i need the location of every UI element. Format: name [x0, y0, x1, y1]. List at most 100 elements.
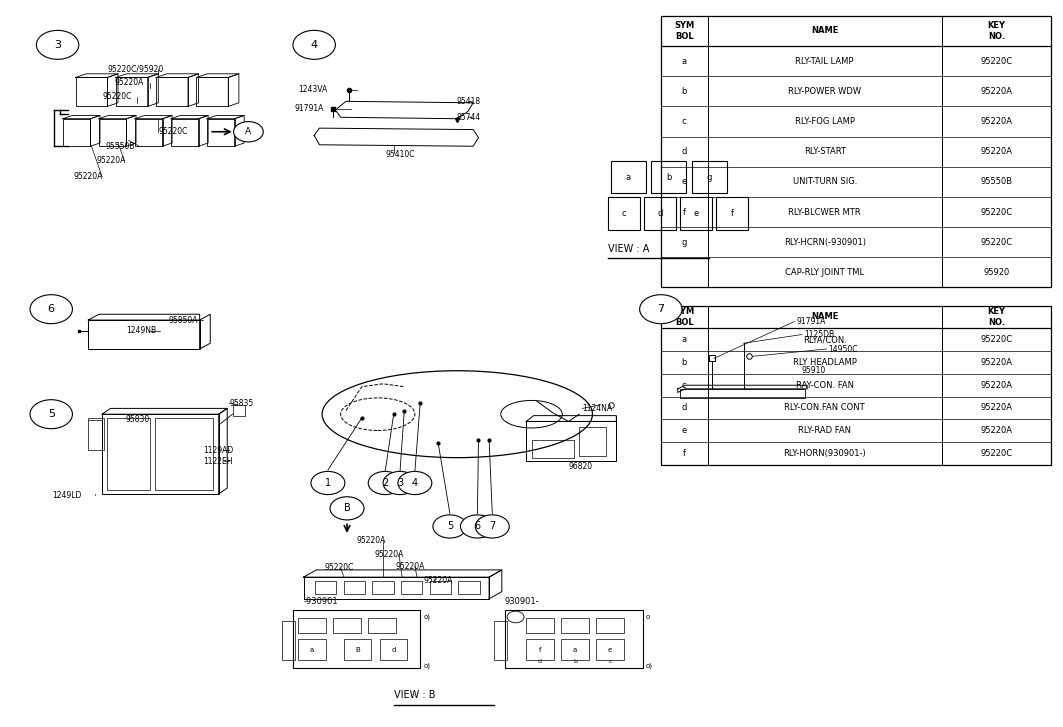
Bar: [526, 619, 554, 633]
Text: VIEW : B: VIEW : B: [393, 690, 435, 700]
Bar: [526, 422, 617, 461]
Text: 95220A: 95220A: [980, 147, 1012, 156]
Text: 2: 2: [382, 478, 388, 488]
Text: 7: 7: [657, 304, 664, 314]
Bar: [333, 619, 360, 633]
Text: 95220A: 95220A: [980, 117, 1012, 126]
Bar: [299, 619, 326, 633]
Text: f: f: [682, 449, 686, 458]
Text: 95220A: 95220A: [97, 156, 126, 165]
Text: B: B: [343, 503, 351, 513]
Text: 95910: 95910: [802, 366, 826, 375]
Circle shape: [368, 471, 402, 494]
Text: 95220A: 95220A: [356, 537, 386, 545]
Text: o): o): [423, 662, 431, 669]
Text: c: c: [682, 117, 687, 126]
Text: d: d: [391, 646, 395, 653]
Text: 95220A: 95220A: [115, 78, 145, 87]
Text: a: a: [681, 57, 687, 65]
Text: 95920: 95920: [983, 268, 1010, 277]
Text: RLY-TAIL LAMP: RLY-TAIL LAMP: [795, 57, 854, 65]
Text: e: e: [681, 426, 687, 435]
Text: RLY-RAD FAN: RLY-RAD FAN: [798, 426, 851, 435]
Text: 95220A: 95220A: [423, 577, 453, 585]
Bar: [526, 639, 554, 660]
Bar: [63, 119, 90, 146]
Text: RLY-HCRN(-930901): RLY-HCRN(-930901): [783, 238, 865, 246]
Bar: [596, 619, 624, 633]
Bar: [293, 610, 420, 667]
Circle shape: [36, 31, 79, 60]
Bar: [379, 639, 407, 660]
Bar: [171, 119, 199, 146]
Text: 3: 3: [54, 40, 61, 50]
Text: UNIT-TURN SIG.: UNIT-TURN SIG.: [793, 177, 857, 186]
Text: 6: 6: [474, 521, 480, 531]
Bar: [233, 405, 246, 416]
Text: 7: 7: [489, 521, 495, 531]
Bar: [368, 619, 395, 633]
Bar: [401, 581, 422, 594]
Text: o: o: [646, 614, 651, 620]
Text: f: f: [682, 207, 686, 217]
Bar: [429, 581, 451, 594]
Text: 95220C: 95220C: [980, 207, 1012, 217]
Text: a: a: [310, 646, 315, 653]
Text: g: g: [681, 238, 687, 246]
Text: d: d: [657, 209, 662, 217]
Text: 95220A: 95220A: [980, 87, 1012, 96]
Text: RAY-CON. FAN: RAY-CON. FAN: [796, 381, 854, 390]
Text: o): o): [423, 614, 431, 620]
Text: 1125DB: 1125DB: [804, 330, 834, 339]
Text: 95550B: 95550B: [980, 177, 1012, 186]
Text: A: A: [246, 127, 252, 136]
Text: c: c: [622, 209, 626, 217]
Text: e: e: [608, 646, 612, 653]
Text: 95220C: 95220C: [980, 449, 1012, 458]
Bar: [458, 581, 479, 594]
Circle shape: [330, 497, 364, 520]
Text: 95830: 95830: [125, 416, 150, 425]
Text: 95220A: 95220A: [374, 550, 404, 559]
Text: 95550B: 95550B: [105, 142, 135, 150]
Text: 95850A: 95850A: [169, 316, 199, 324]
Circle shape: [398, 471, 432, 494]
Text: 1249LD: 1249LD: [52, 491, 82, 499]
Circle shape: [30, 294, 72, 324]
Circle shape: [640, 294, 682, 324]
Circle shape: [433, 515, 467, 538]
Bar: [680, 197, 712, 230]
Text: RLY-START: RLY-START: [804, 147, 846, 156]
Bar: [652, 161, 687, 193]
Circle shape: [293, 31, 335, 60]
Text: b: b: [573, 659, 577, 664]
Bar: [135, 119, 163, 146]
Text: VIEW : A: VIEW : A: [608, 244, 649, 254]
Bar: [75, 78, 107, 106]
Text: RLY-FOG LAMP: RLY-FOG LAMP: [795, 117, 855, 126]
Text: 95220C/95920: 95220C/95920: [107, 64, 164, 73]
Text: KEY
NO.: KEY NO.: [988, 21, 1006, 41]
Bar: [644, 197, 676, 230]
Bar: [99, 119, 126, 146]
Bar: [116, 78, 148, 106]
Text: SYM
BOL: SYM BOL: [674, 308, 694, 326]
Text: CAP-RLY JOINT TML: CAP-RLY JOINT TML: [786, 268, 864, 277]
Bar: [156, 78, 188, 106]
Text: RLY-HORN(930901-): RLY-HORN(930901-): [783, 449, 866, 458]
Bar: [88, 320, 200, 349]
Text: 95220A: 95220A: [73, 172, 103, 181]
Bar: [316, 581, 336, 594]
Text: RLY HEADLAMP: RLY HEADLAMP: [793, 358, 857, 367]
Circle shape: [311, 471, 344, 494]
Text: f: f: [730, 209, 733, 217]
Text: 95220C: 95220C: [325, 563, 354, 572]
Circle shape: [30, 400, 72, 429]
Text: 4: 4: [310, 40, 318, 50]
Text: 95220A: 95220A: [980, 426, 1012, 435]
Text: 4: 4: [411, 478, 418, 488]
Text: 5: 5: [48, 409, 54, 419]
Text: RLY-CON.FAN CONT: RLY-CON.FAN CONT: [784, 403, 865, 412]
Text: -930901: -930901: [304, 597, 338, 606]
Bar: [494, 621, 507, 660]
